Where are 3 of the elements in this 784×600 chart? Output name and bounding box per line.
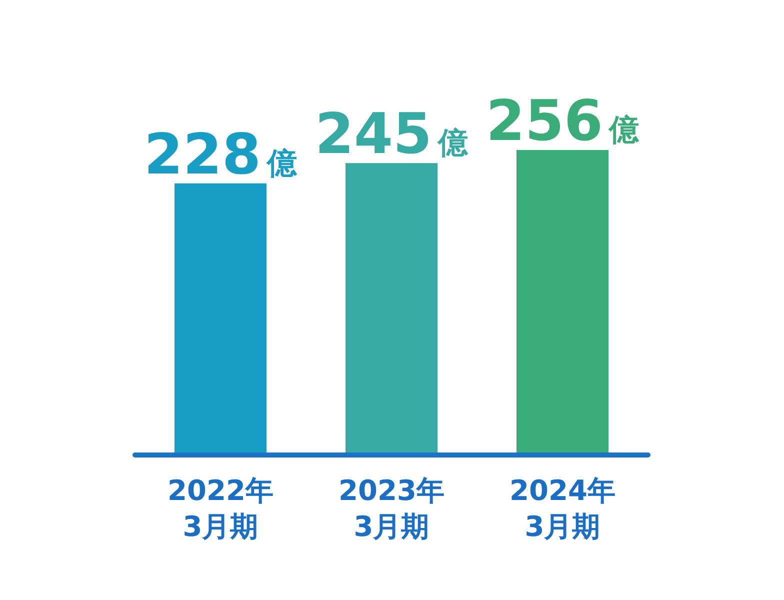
x-tick-label: 2022年 3月期 [168,474,274,543]
x-tick-label: 2023年 3月期 [338,474,444,543]
x-tick-label: 2024年 3月期 [510,474,616,543]
